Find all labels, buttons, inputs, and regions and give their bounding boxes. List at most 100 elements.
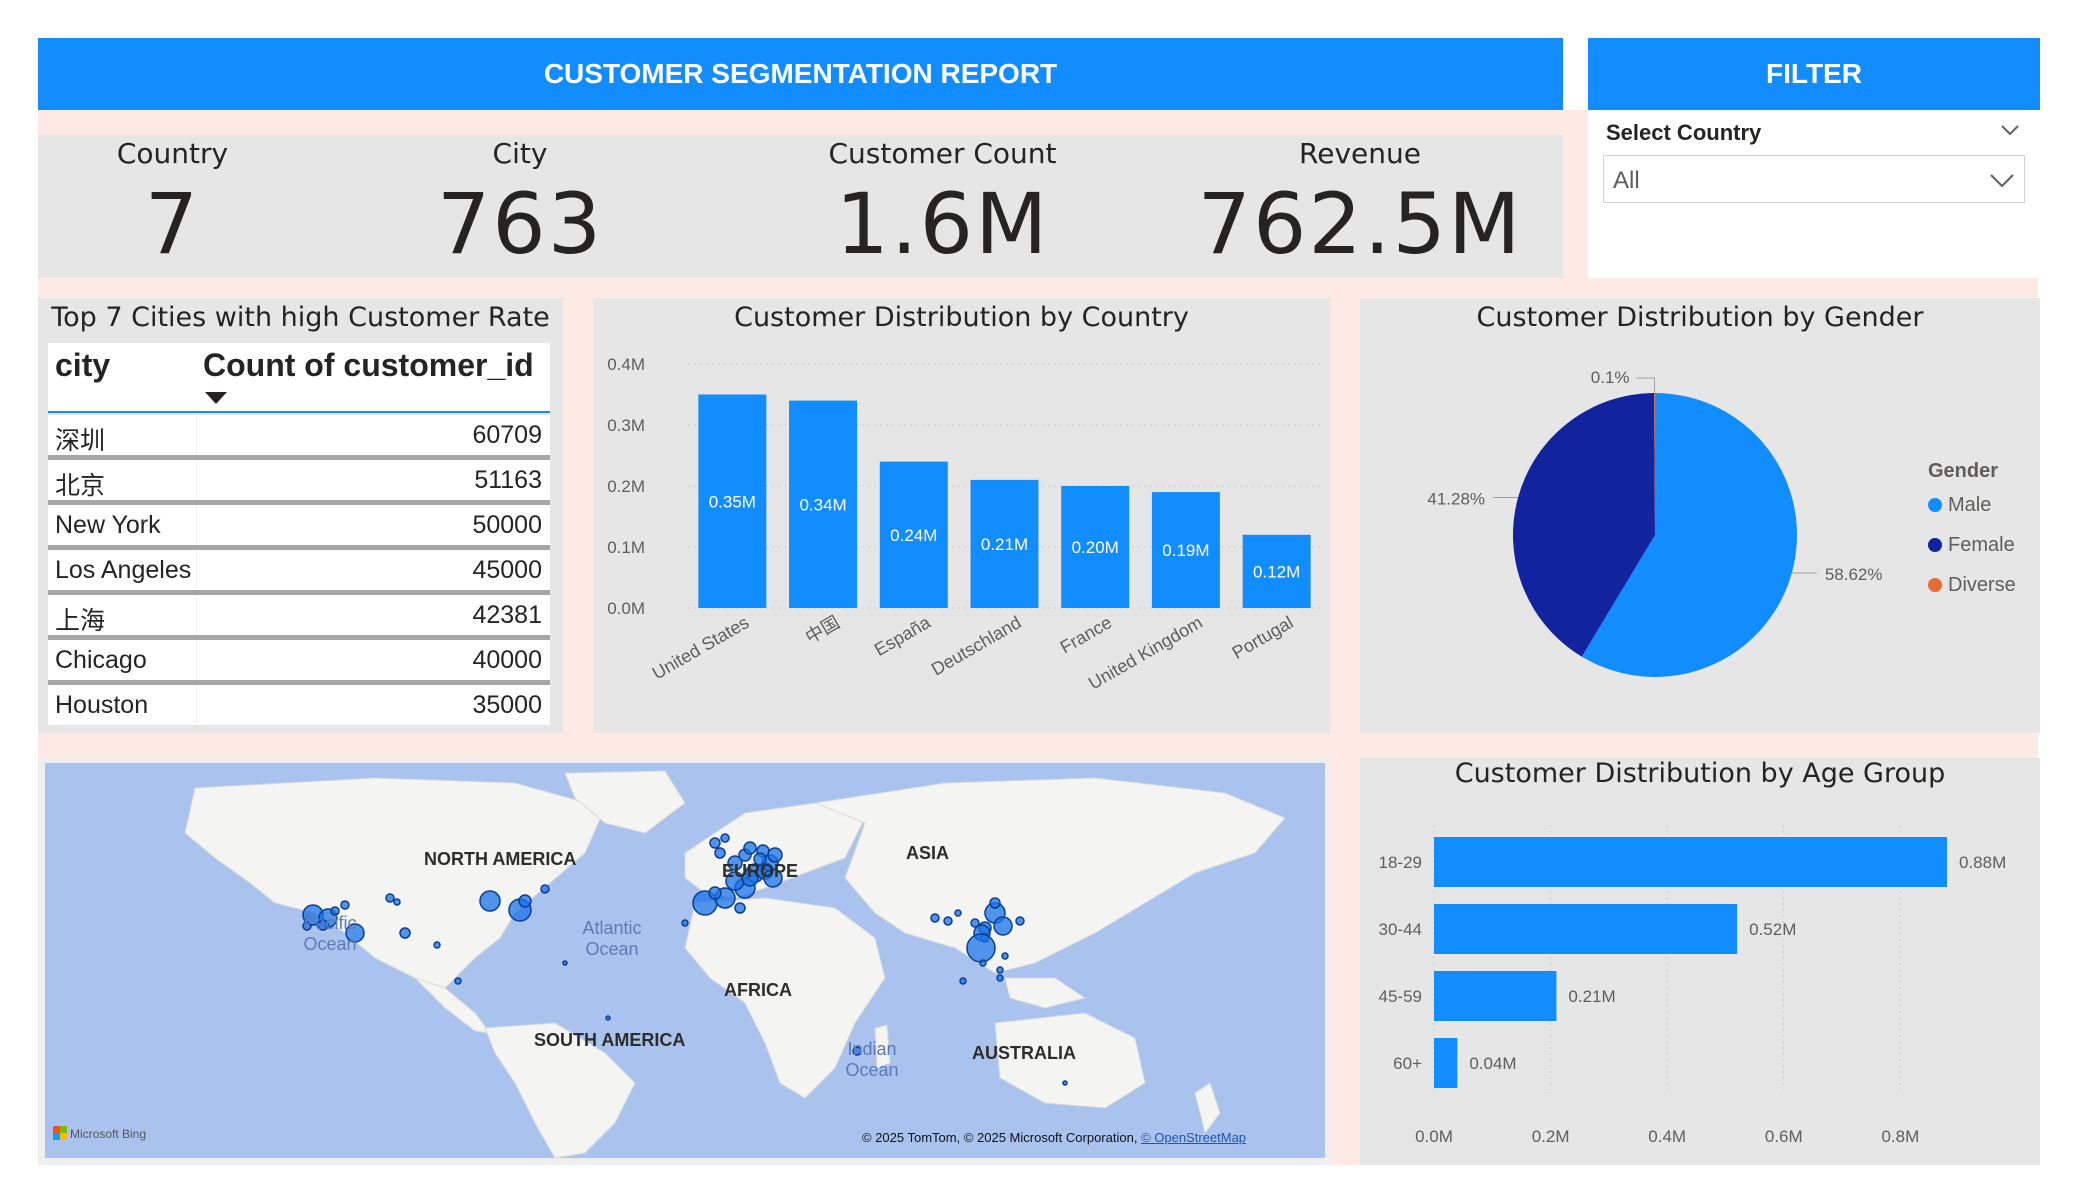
row-divider <box>48 500 550 505</box>
customer-location-marker[interactable] <box>753 852 767 866</box>
customer-location-marker[interactable] <box>708 886 722 900</box>
data-label: 0.21M <box>981 535 1028 554</box>
filter-title-banner: FILTER <box>1588 38 2040 110</box>
customer-location-marker[interactable] <box>943 916 953 926</box>
customer-location-marker[interactable] <box>959 977 967 985</box>
customer-location-marker[interactable] <box>996 966 1004 974</box>
customer-location-marker[interactable] <box>954 909 962 917</box>
sort-descending-icon[interactable] <box>205 391 227 405</box>
data-label: 0.20M <box>1072 538 1119 557</box>
bar[interactable] <box>879 461 948 608</box>
bar[interactable] <box>1151 492 1220 608</box>
customer-location-marker[interactable] <box>518 894 532 908</box>
customer-location-marker[interactable] <box>340 900 350 910</box>
customer-location-marker[interactable] <box>345 923 365 943</box>
bar[interactable] <box>1434 904 1738 954</box>
customer-location-marker[interactable] <box>330 906 340 916</box>
customer-location-marker[interactable] <box>993 916 1013 936</box>
customer-location-marker[interactable] <box>479 890 501 912</box>
customer-location-marker[interactable] <box>540 884 550 894</box>
kpi-revenue: Revenue 762.5M <box>1165 135 1555 278</box>
column-header-count[interactable]: Count of customer_id <box>203 347 534 383</box>
customer-location-marker[interactable] <box>393 898 401 906</box>
age-chart-panel <box>1360 758 2040 1165</box>
customer-location-marker[interactable] <box>727 855 743 871</box>
bing-brand: Microsoft Bing <box>70 1127 147 1141</box>
customer-location-marker[interactable] <box>970 918 980 928</box>
openstreetmap-link[interactable]: © OpenStreetMap <box>1141 1130 1247 1145</box>
customer-location-marker[interactable] <box>930 913 940 923</box>
customer-location-marker[interactable] <box>767 847 783 863</box>
table-row[interactable]: Chicago 40000 <box>48 640 550 680</box>
customer-location-marker[interactable] <box>399 927 411 939</box>
column-divider <box>196 460 197 500</box>
customer-map[interactable] <box>45 763 1325 1158</box>
kpi-country: Country 7 <box>60 135 285 278</box>
kpi-label: Revenue <box>1299 137 1421 170</box>
legend-item-diverse[interactable]: Diverse <box>1928 574 2016 597</box>
y-tick-label: 0.3M <box>607 416 645 435</box>
bar[interactable] <box>1434 971 1557 1021</box>
customer-location-marker[interactable] <box>1062 1080 1068 1086</box>
customer-location-marker[interactable] <box>714 847 726 859</box>
legend-label: Diverse <box>1948 574 2016 596</box>
customer-location-marker[interactable] <box>743 841 757 855</box>
customer-location-marker[interactable] <box>979 959 987 967</box>
bar[interactable] <box>1434 837 1947 887</box>
column-header-city[interactable]: city <box>55 347 111 383</box>
customer-location-marker[interactable] <box>681 919 689 927</box>
pie-slice[interactable] <box>1513 393 1655 657</box>
customer-location-marker[interactable] <box>966 933 996 963</box>
bar[interactable] <box>1061 486 1130 608</box>
customer-location-marker[interactable] <box>562 960 568 966</box>
kpi-value: 762.5M <box>1197 175 1523 273</box>
kpi-label: Customer Count <box>828 137 1057 170</box>
customer-location-marker[interactable] <box>317 919 329 931</box>
y-tick-label: 30-44 <box>1379 920 1422 939</box>
data-label: 0.34M <box>799 495 846 514</box>
table-row[interactable]: 北京 51163 <box>48 460 550 500</box>
customer-location-marker[interactable] <box>302 921 312 931</box>
customer-location-marker[interactable] <box>852 1046 862 1056</box>
bar[interactable] <box>1434 1038 1458 1088</box>
gender-chart-title: Customer Distribution by Gender <box>1476 302 1924 333</box>
customer-location-marker[interactable] <box>433 941 441 949</box>
country-chart-title: Customer Distribution by Country <box>734 302 1189 333</box>
table-row[interactable]: 深圳 60709 <box>48 415 550 455</box>
legend-item-female[interactable]: Female <box>1928 534 2015 557</box>
bar[interactable] <box>789 400 858 608</box>
customer-location-marker[interactable] <box>709 837 721 849</box>
customer-location-marker[interactable] <box>1001 952 1009 960</box>
data-label: 0.52M <box>1749 920 1796 939</box>
kpi-city: City 763 <box>380 135 660 278</box>
customer-location-marker[interactable] <box>605 1015 611 1021</box>
table-row[interactable]: Los Angeles 45000 <box>48 550 550 590</box>
x-tick-label: Portugal <box>1229 612 1297 663</box>
customer-location-marker[interactable] <box>996 974 1004 982</box>
customer-location-marker[interactable] <box>989 897 1001 909</box>
customer-location-marker[interactable] <box>454 977 462 985</box>
kpi-value: 7 <box>144 175 201 273</box>
table-row[interactable]: New York 50000 <box>48 505 550 545</box>
gender-pie-chart: 58.62% 41.28% 0.1% <box>1427 368 1882 677</box>
customer-location-marker[interactable] <box>720 833 730 843</box>
bar[interactable] <box>698 394 767 609</box>
data-label: 0.1% <box>1591 368 1630 387</box>
column-divider <box>196 550 197 590</box>
row-divider <box>48 590 550 595</box>
bar[interactable] <box>970 479 1039 608</box>
bar[interactable] <box>1242 534 1311 608</box>
x-tick-label: España <box>871 612 935 660</box>
table-row[interactable]: 上海 42381 <box>48 595 550 635</box>
slicer-collapse-icon[interactable] <box>1998 118 2022 142</box>
y-tick-label: 18-29 <box>1379 853 1422 872</box>
customer-location-marker[interactable] <box>734 902 746 914</box>
country-dropdown[interactable]: All <box>1603 155 2025 203</box>
table-row[interactable]: Houston 35000 <box>48 685 550 725</box>
legend-item-male[interactable]: Male <box>1928 494 1991 517</box>
customer-location-marker[interactable] <box>385 893 395 903</box>
customer-location-marker[interactable] <box>741 869 759 887</box>
customer-location-marker[interactable] <box>1015 916 1025 926</box>
data-label: 41.28% <box>1427 489 1485 508</box>
pie-slice[interactable] <box>1581 393 1797 677</box>
